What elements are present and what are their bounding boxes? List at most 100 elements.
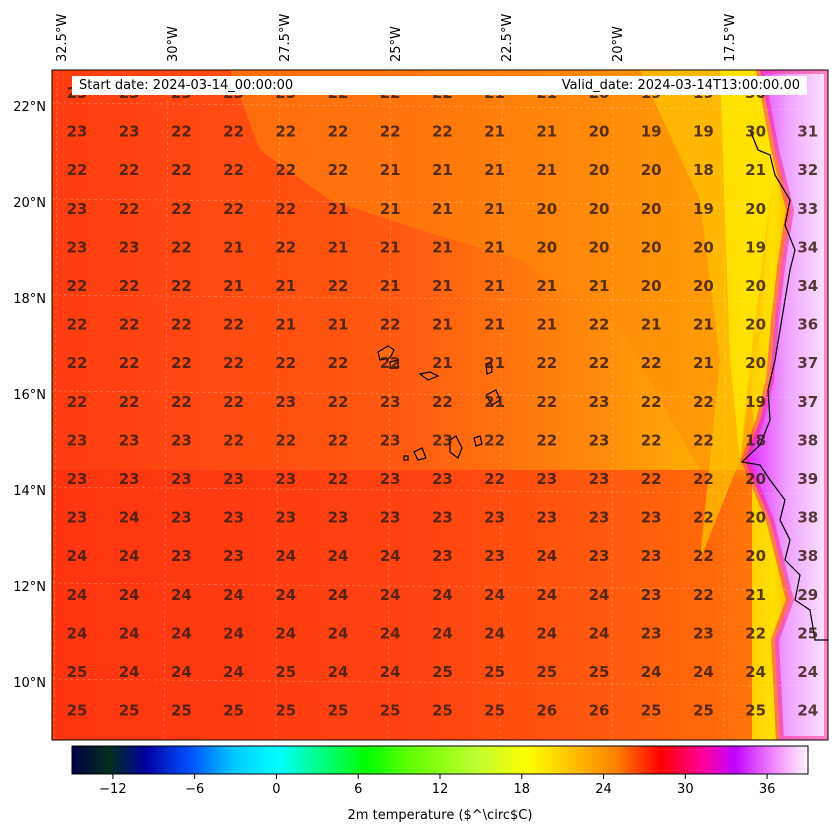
grid-value: 24	[223, 586, 244, 604]
coastline	[740, 129, 828, 641]
grid-value: 22	[328, 354, 349, 372]
grid-value: 24	[67, 624, 88, 642]
longitude-labels: 32.5°W 30°W 27.5°W 25°W 22.5°W 20°W 17.5…	[55, 14, 738, 62]
grid-value: 22	[223, 316, 244, 334]
grid-value: 21	[484, 316, 505, 334]
lon-label: 17.5°W	[723, 14, 738, 62]
grid-value: 24	[275, 586, 296, 604]
grid-value: 23	[589, 547, 610, 565]
grid-value: 24	[67, 586, 88, 604]
grid-value: 25	[67, 702, 88, 720]
grid-value: 22	[119, 393, 140, 411]
grid-value: 22	[171, 316, 192, 334]
grid-values: 23 23 23 23 23 22 22 22 21 21 20 19 19 30 23 23 22 22 22 22…	[67, 84, 819, 720]
grid-value: 22	[641, 470, 662, 488]
grid-value: 22	[275, 238, 296, 256]
grid-value: 23	[171, 509, 192, 527]
lon-label: 22.5°W	[500, 14, 515, 62]
grid-value: 20	[693, 238, 714, 256]
grid-value: 21	[380, 161, 401, 179]
grid-value: 18	[745, 431, 766, 449]
colorbar-tick-label: 0	[272, 782, 280, 797]
grid-value: 23	[67, 509, 88, 527]
grid-value: 25	[797, 624, 818, 642]
grid-value: 23	[223, 547, 244, 565]
grid-value: 22	[223, 200, 244, 218]
grid-value: 22	[536, 354, 557, 372]
grid-value: 22	[223, 161, 244, 179]
grid-value: 20	[589, 200, 610, 218]
grid-value: 19	[641, 123, 662, 141]
map-frame	[51, 69, 829, 741]
grid-value: 22	[67, 354, 88, 372]
grid-value: 24	[223, 663, 244, 681]
grid-value: 25	[484, 702, 505, 720]
lat-label: 16°N	[13, 388, 46, 403]
grid-value: 24	[536, 586, 557, 604]
grid-value: 24	[432, 586, 453, 604]
graticule	[52, 70, 828, 740]
grid-value: 21	[589, 277, 610, 295]
header-bar	[72, 76, 807, 95]
grid-value: 25	[432, 702, 453, 720]
grid-value: 24	[536, 547, 557, 565]
grid-value: 25	[745, 702, 766, 720]
grid-value: 23	[589, 470, 610, 488]
grid-value: 19	[745, 238, 766, 256]
grid-value: 20	[589, 123, 610, 141]
colorbar-tick-label: 30	[677, 782, 694, 797]
grid-value: 21	[223, 277, 244, 295]
grid-value: 22	[119, 277, 140, 295]
grid-value: 25	[641, 702, 662, 720]
grid-value: 24	[536, 624, 557, 642]
grid-value: 21	[536, 123, 557, 141]
grid-value: 19	[693, 123, 714, 141]
grid-value: 22	[223, 123, 244, 141]
grid-value: 21	[745, 161, 766, 179]
grid-value: 21	[275, 277, 296, 295]
grid-value: 21	[432, 316, 453, 334]
grid-value: 24	[484, 624, 505, 642]
colorbar: −12 −6 0 6 12 18 24 30 36	[71, 745, 809, 797]
grid-value: 23	[275, 393, 296, 411]
grid-value: 22	[641, 393, 662, 411]
lat-label: 20°N	[13, 196, 46, 211]
grid-value: 25	[432, 663, 453, 681]
grid-value: 20	[745, 509, 766, 527]
grid-value: 26	[536, 702, 557, 720]
grid-value: 21	[484, 277, 505, 295]
grid-value: 22	[641, 431, 662, 449]
grid-value: 23	[432, 547, 453, 565]
grid-value: 21	[223, 238, 244, 256]
grid-value: 23	[380, 393, 401, 411]
grid-value: 22	[119, 316, 140, 334]
grid-value: 22	[171, 123, 192, 141]
grid-value: 37	[797, 393, 818, 411]
grid-value: 20	[745, 277, 766, 295]
grid-value: 23	[67, 238, 88, 256]
grid-value: 23	[67, 431, 88, 449]
grid-value: 24	[484, 586, 505, 604]
grid-value: 21	[328, 200, 349, 218]
grid-value: 22	[275, 354, 296, 372]
grid-value: 22	[171, 161, 192, 179]
grid-value: 22	[693, 586, 714, 604]
grid-value: 21	[432, 354, 453, 372]
grid-value: 20	[641, 277, 662, 295]
grid-value: 32	[797, 161, 818, 179]
grid-value: 23	[171, 470, 192, 488]
grid-value: 36	[797, 316, 818, 334]
grid-value: 22	[484, 470, 505, 488]
grid-value: 22	[223, 431, 244, 449]
grid-value: 21	[484, 161, 505, 179]
grid-value: 22	[328, 161, 349, 179]
lon-label: 27.5°W	[278, 14, 293, 62]
grid-value: 20	[745, 470, 766, 488]
grid-value: 34	[797, 238, 818, 256]
grid-value: 23	[328, 509, 349, 527]
grid-value: 21	[536, 316, 557, 334]
grid-value: 22	[67, 161, 88, 179]
grid-value: 22	[328, 277, 349, 295]
grid-value: 22	[536, 393, 557, 411]
grid-value: 21	[380, 200, 401, 218]
